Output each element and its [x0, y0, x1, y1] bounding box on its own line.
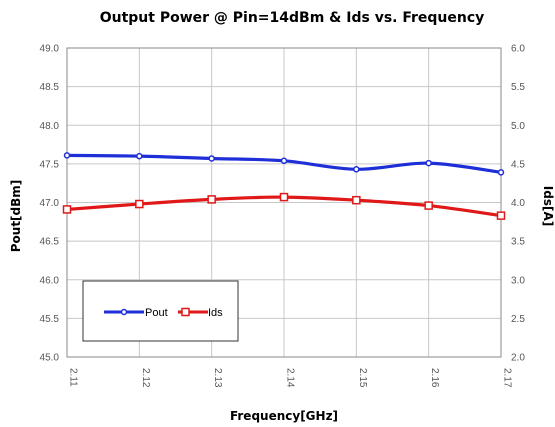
point-ids — [424, 201, 433, 210]
y2-tick-label: 5.0 — [511, 121, 525, 132]
point-ids — [352, 195, 361, 205]
x-tick-label: 2.14 — [285, 368, 296, 388]
y2-axis: 2.0 2.5 3.0 3.5 4.0 4.5 5.0 5.5 6.0 — [511, 44, 525, 364]
point-ids — [135, 199, 144, 209]
chart-title: Output Power @ Pin=14dBm & Ids vs. Frequ… — [100, 10, 485, 26]
point-ids — [207, 195, 216, 204]
y-axis-label: Pout[dBm] — [9, 180, 23, 253]
x-axis-label: Frequency[GHz] — [230, 409, 338, 423]
point-pout — [425, 159, 432, 167]
y-tick-label: 48.5 — [40, 82, 60, 93]
point-ids — [62, 205, 72, 214]
x-tick-label: 2.12 — [140, 368, 151, 388]
y-tick-label: 46.5 — [40, 237, 60, 248]
x-tick-label: 2.13 — [212, 368, 223, 388]
y-tick-label: 47.0 — [40, 198, 60, 209]
x-tick-label: 2.15 — [357, 368, 368, 388]
plot-area — [66, 47, 502, 358]
legend-pout-label: Pout — [145, 307, 168, 319]
x-axis: 2.11 2.12 2.13 2.14 2.15 2.16 2.17 — [68, 368, 513, 388]
point-pout — [280, 157, 288, 165]
y-tick-label: 46.0 — [40, 275, 60, 286]
y2-tick-label: 5.5 — [511, 82, 525, 93]
legend-pout-marker — [120, 308, 128, 316]
legend-ids-marker — [181, 307, 190, 317]
y2-tick-label: 3.0 — [511, 275, 525, 286]
y-tick-label: 47.5 — [40, 159, 60, 170]
point-ids — [279, 192, 289, 202]
y-axis: 45.0 45.5 46.0 46.5 47.0 47.5 48.0 48.5 49.0 — [40, 44, 60, 364]
x-tick-label: 2.16 — [429, 368, 440, 388]
x-tick-label: 2.17 — [502, 368, 513, 388]
y2-tick-label: 3.5 — [511, 237, 525, 248]
y2-tick-label: 2.0 — [511, 353, 525, 364]
legend-ids-label: Ids — [208, 307, 223, 319]
y2-tick-label: 4.0 — [511, 198, 525, 209]
point-pout — [208, 155, 215, 162]
y-tick-label: 48.0 — [40, 121, 60, 132]
y-tick-label: 45.0 — [40, 353, 60, 364]
legend: Pout Ids — [82, 280, 239, 342]
y-tick-label: 49.0 — [40, 44, 60, 55]
point-pout — [353, 166, 360, 173]
y2-tick-label: 6.0 — [511, 44, 525, 55]
point-ids — [496, 211, 506, 220]
x-tick-label: 2.11 — [68, 368, 79, 387]
y2-tick-label: 2.5 — [511, 314, 525, 325]
y-tick-label: 45.5 — [40, 314, 60, 325]
y2-tick-label: 4.5 — [511, 159, 525, 170]
point-pout — [63, 152, 71, 159]
point-pout — [136, 152, 143, 160]
point-pout — [497, 169, 505, 176]
y2-axis-label: Ids[A] — [541, 186, 555, 226]
series-layer — [62, 152, 506, 220]
